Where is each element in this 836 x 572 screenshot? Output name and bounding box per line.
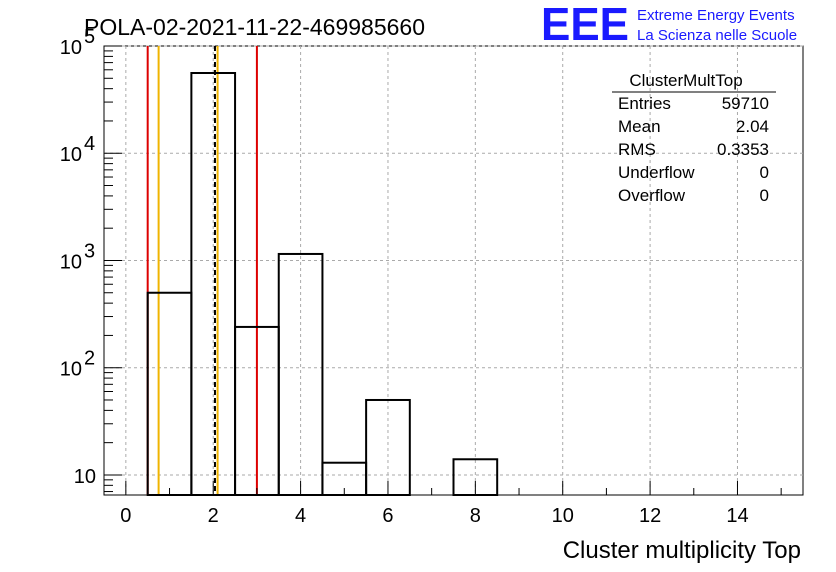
x-tick-label: 10 [552,505,574,527]
x-tick-label: 6 [382,505,393,527]
y-tick-exponent: 2 [84,348,95,370]
y-tick-exponent: 3 [84,240,95,262]
stats-rows: Entries 59710 Mean 2.04 RMS 0.3353 Underflow 0 O… [618,94,769,205]
x-tick-label: 2 [208,505,219,527]
y-tick-label: 10 [60,359,82,381]
chart-title: POLA-02-2021-11-22-469985660 [84,14,425,40]
logo-line2: La Scienza nelle Scuole [637,27,797,44]
y-tick-exponent: 4 [84,133,95,155]
x-axis-label: Cluster multiplicity Top [563,537,801,564]
stats-label: Overflow [618,186,686,205]
stats-label: Mean [618,117,661,136]
stats-value: 0 [760,186,769,205]
y-tick-label: 10 [60,37,82,59]
y-tick-exponent: 5 [84,26,95,48]
histogram-bar [277,252,324,496]
stats-box: ClusterMultTop Entries 59710 Mean 2.04 RMS 0.… [612,71,776,205]
eee-logo: EEE Extreme Energy Events La Scienza nel… [541,0,797,50]
y-tick-label: 10 [60,251,82,273]
x-tick-label: 12 [639,505,661,527]
x-tick-label: 0 [120,505,131,527]
y-tick-label: 10 [74,466,96,488]
stats-label: Entries [618,94,671,113]
stats-label: RMS [618,140,656,159]
logo-acronym: EEE [541,0,629,50]
stats-value: 0 [760,163,769,182]
reference-lines [146,46,258,495]
x-tick-label: 8 [470,505,481,527]
stats-value: 0.3353 [717,140,769,159]
x-axis-ticks: 0 2 4 6 8 10 12 14 [120,481,782,527]
stats-label: Underflow [618,163,695,182]
histogram-bar [146,291,193,496]
plot-frame [103,45,804,496]
histogram-bars [146,72,499,497]
grid-lines [104,45,803,495]
y-tick-label: 10 [60,144,82,166]
stats-title: ClusterMultTop [629,71,742,90]
x-tick-label: 14 [726,505,748,527]
logo-line1: Extreme Energy Events [637,7,795,24]
x-tick-label: 4 [295,505,306,527]
stats-value: 2.04 [736,117,769,136]
stats-value: 59710 [722,94,769,113]
